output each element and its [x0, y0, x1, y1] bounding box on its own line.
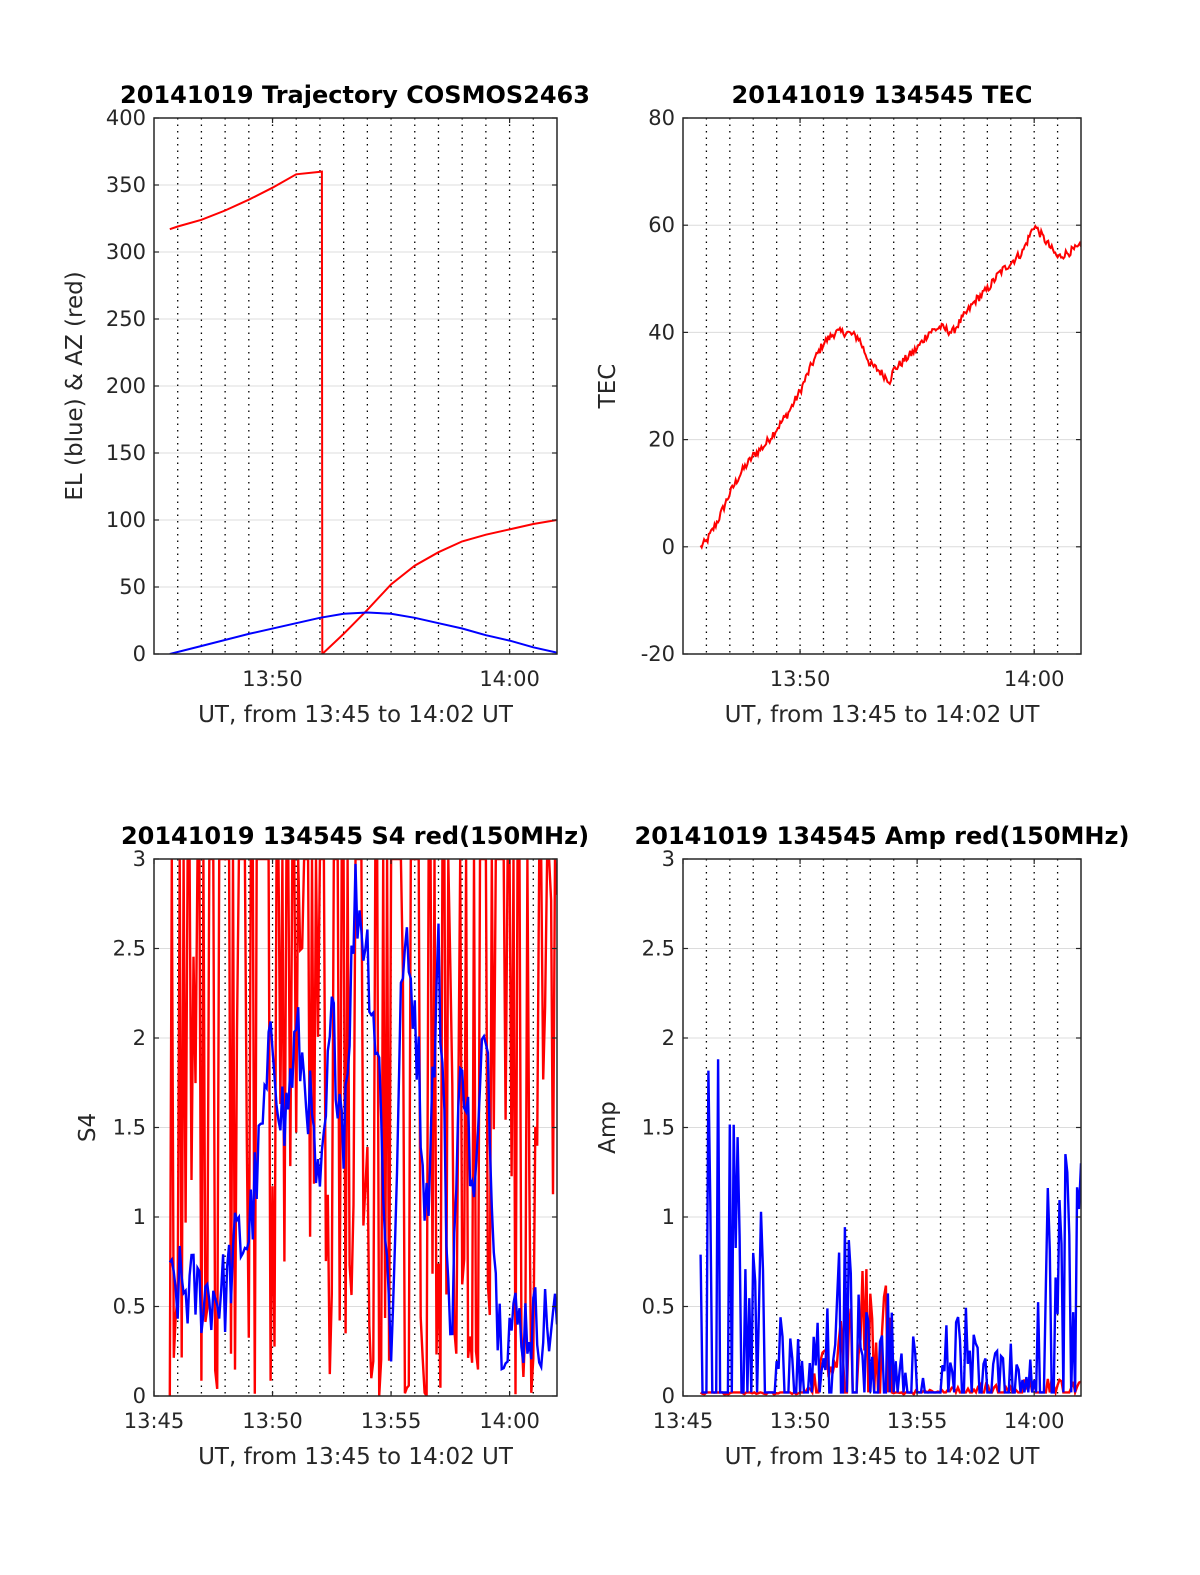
x-tick-label: 13:50 [770, 1409, 831, 1433]
y-tick-label: 250 [106, 307, 146, 331]
y-axis-label: TEC [595, 364, 621, 410]
y-tick-label: 20 [648, 428, 675, 452]
y-tick-label: 60 [648, 213, 675, 237]
y-tick-label: -20 [641, 642, 675, 666]
x-tick-label: 13:55 [361, 1409, 422, 1433]
x-tick-label: 13:50 [242, 1409, 303, 1433]
y-tick-label: 3 [662, 847, 675, 871]
y-tick-label: 150 [106, 441, 146, 465]
y-tick-label: 2 [662, 1026, 675, 1050]
y-tick-label: 3 [133, 847, 146, 871]
chart-title: 20141019 134545 S4 red(150MHz) [121, 822, 589, 850]
y-axis-label: Amp [595, 1101, 621, 1154]
y-tick-label: 0 [662, 1384, 675, 1408]
y-tick-label: 1.5 [642, 1116, 675, 1140]
y-tick-label: 400 [106, 106, 146, 130]
y-axis-label: S4 [75, 1113, 101, 1142]
x-tick-label: 13:55 [887, 1409, 948, 1433]
x-tick-label: 14:00 [479, 667, 540, 691]
chart-panel-4: 0 0.5 1 1.5 2 2.5 3 13:45 13:50 13:55 14:00 2014101… [595, 822, 1129, 1470]
series-line-az [169, 170, 557, 654]
chart-panel-1: 0 50 100 150 200 250 300 350 400 13:50 14:00 201410… [62, 81, 590, 728]
series-line-red [168, 859, 557, 1396]
x-tick-label: 14:00 [1004, 1409, 1065, 1433]
x-tick-label: 13:50 [770, 667, 831, 691]
y-tick-label: 80 [648, 106, 675, 130]
y-tick-label: 50 [119, 575, 146, 599]
y-tick-label: 2.5 [642, 937, 675, 961]
y-tick-label: 300 [106, 240, 146, 264]
y-tick-label: 1 [133, 1205, 146, 1229]
chart-title: 20141019 Trajectory COSMOS2463 [120, 81, 590, 109]
x-axis-label: UT, from 13:45 to 14:02 UT [725, 1444, 1041, 1470]
axes-box [682, 117, 1082, 655]
y-tick-label: 200 [106, 374, 146, 398]
chart-panel-2: -20 0 20 40 60 80 13:50 14:00 20141019 134545 TE… [595, 81, 1082, 728]
series-line-blue [168, 863, 557, 1372]
chart-title: 20141019 134545 TEC [732, 81, 1033, 109]
x-tick-label: 13:45 [124, 1409, 185, 1433]
y-axis-label: EL (blue) & AZ (red) [62, 271, 88, 500]
x-axis-label: UT, from 13:45 to 14:02 UT [725, 702, 1041, 728]
x-tick-label: 14:00 [479, 1409, 540, 1433]
y-tick-label: 40 [648, 320, 675, 344]
series-line-blue [699, 1059, 1081, 1394]
y-tick-label: 1 [662, 1205, 675, 1229]
x-axis-label: UT, from 13:45 to 14:02 UT [198, 1444, 514, 1470]
x-tick-label: 13:50 [242, 667, 303, 691]
y-tick-label: 2 [133, 1026, 146, 1050]
x-axis-label: UT, from 13:45 to 14:02 UT [198, 702, 514, 728]
y-tick-label: 0.5 [642, 1295, 675, 1319]
series-line-tec [699, 224, 1081, 550]
y-tick-label: 0.5 [113, 1295, 146, 1319]
x-tick-label: 13:45 [653, 1409, 714, 1433]
y-tick-label: 100 [106, 508, 146, 532]
chart-title: 20141019 134545 Amp red(150MHz) [635, 822, 1130, 850]
y-tick-label: 0 [662, 535, 675, 559]
series-line-el [169, 611, 557, 654]
y-tick-label: 2.5 [113, 937, 146, 961]
x-tick-label: 14:00 [1004, 667, 1065, 691]
y-tick-label: 0 [133, 1384, 146, 1408]
y-tick-label: 1.5 [113, 1116, 146, 1140]
y-tick-label: 350 [106, 173, 146, 197]
chart-panel-3: 0 0.5 1 1.5 2 2.5 3 13:45 13:50 13:55 14:00 2014101… [75, 822, 589, 1470]
y-tick-label: 0 [133, 642, 146, 666]
